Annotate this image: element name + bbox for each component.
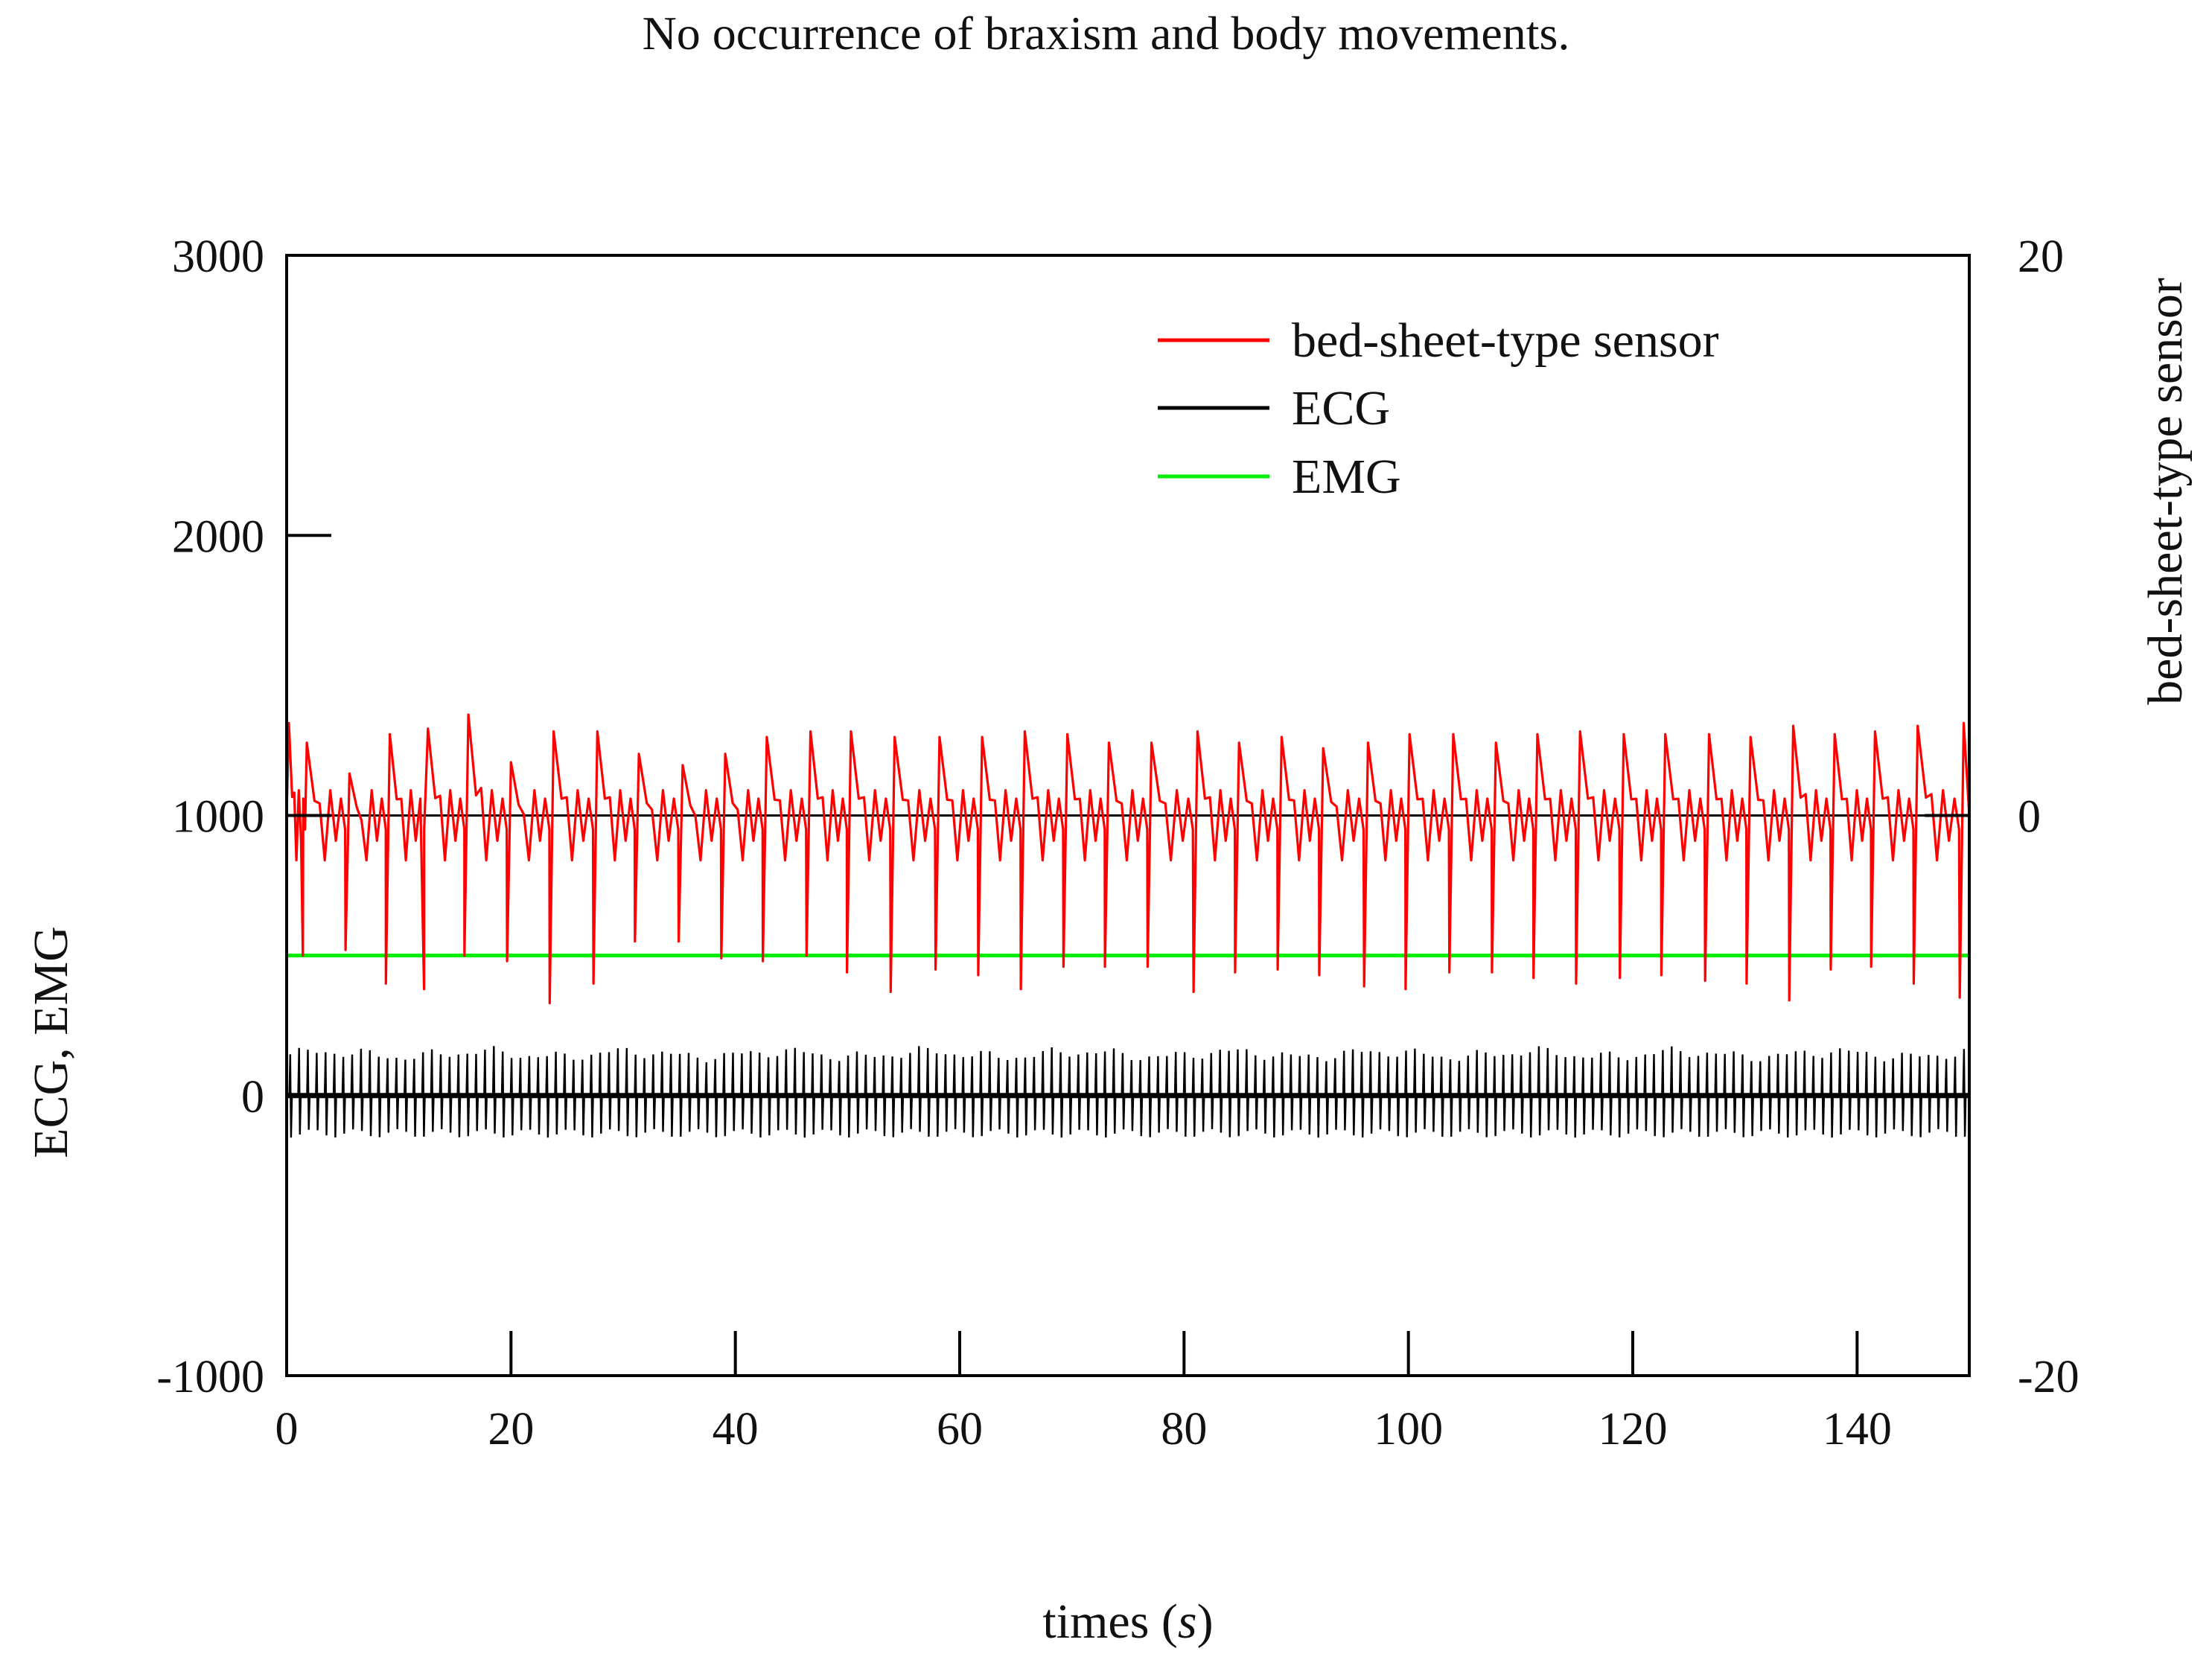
series-line-bed-sheet-sensor [287,713,1969,1005]
chart-title: No occurrence of braxism and body moveme… [642,7,1570,60]
y-left-tick-label: -1000 [156,1352,264,1402]
x-tick-label: 80 [1161,1404,1207,1455]
x-axis-label-close: ) [1197,1594,1214,1649]
x-tick-label: 20 [488,1404,534,1455]
legend-label: EMG [1292,450,1401,504]
y-left-tick-label: 0 [241,1072,264,1123]
y-axis-label-right: bed-sheet-type sensor [2138,278,2193,705]
series-line-ecg [287,1046,1969,1138]
x-tick-label: 120 [1599,1404,1668,1455]
axes-layer: 0 20 40 60 80 100 120 140-10000100020003000-200… [156,232,2079,1455]
y-right-tick-label: 0 [2018,792,2041,843]
x-tick-label: 140 [1823,1404,1892,1455]
x-tick-label: 0 [275,1404,299,1455]
series-layer [287,713,1969,1138]
y-right-tick-label: -20 [2018,1352,2079,1402]
legend-label: ECG [1292,381,1390,435]
y-axis-label-left: ECG, EMG [24,926,78,1158]
x-tick-label: 40 [713,1404,759,1455]
x-tick-label: 60 [937,1404,983,1455]
y-left-tick-label: 2000 [172,511,264,562]
x-axis-label-text: times ( [1042,1594,1177,1649]
x-tick-label: 100 [1374,1404,1443,1455]
y-left-tick-label: 1000 [172,792,264,843]
x-axis-label: times (s) [1042,1594,1213,1649]
x-axis-label-unit: s [1178,1594,1197,1649]
legend-label: bed-sheet-type sensor [1292,313,1719,368]
y-left-tick-label: 3000 [172,232,264,282]
y-right-tick-label: 20 [2018,232,2064,282]
legend: bed-sheet-type sensor ECG EMG [1158,313,1719,504]
